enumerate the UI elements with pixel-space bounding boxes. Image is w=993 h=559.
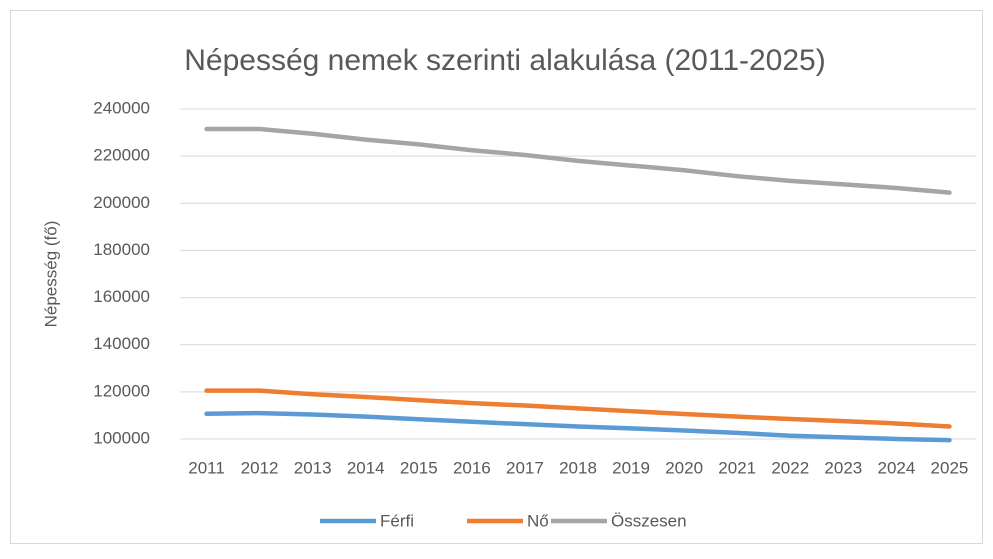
legend-label: Összesen (611, 511, 687, 530)
series-line (204, 126, 952, 195)
y-tick-label: 120000 (93, 381, 150, 400)
x-tick-label: 2021 (718, 458, 756, 477)
x-tick-label: 2022 (771, 458, 809, 477)
series-line (204, 410, 952, 443)
x-tick-label: 2020 (665, 458, 703, 477)
chart-title: Népesség nemek szerinti alakulása (2011-… (184, 44, 825, 77)
y-axis-label: Népesség (fő) (41, 221, 60, 328)
legend-label: Nő (527, 511, 549, 530)
legend-label: Férfi (380, 511, 414, 530)
y-tick-label: 220000 (93, 146, 150, 165)
y-tick-label: 140000 (93, 334, 150, 353)
x-tick-label: 2016 (453, 458, 491, 477)
y-tick-label: 100000 (93, 428, 150, 447)
x-tick-label: 2024 (877, 458, 915, 477)
x-tick-label: 2013 (294, 458, 332, 477)
x-tick-label: 2012 (241, 458, 279, 477)
y-tick-label: 180000 (93, 240, 150, 259)
y-tick-label: 160000 (93, 287, 150, 306)
x-tick-label: 2014 (347, 458, 385, 477)
y-tick-label: 200000 (93, 193, 150, 212)
y-tick-label: 240000 (93, 98, 150, 117)
x-tick-label: 2018 (559, 458, 597, 477)
x-tick-label: 2017 (506, 458, 544, 477)
series-line (204, 388, 952, 429)
x-tick-label: 2011 (188, 458, 225, 477)
chart-border (10, 10, 983, 544)
x-tick-label: 2019 (612, 458, 650, 477)
x-tick-label: 2023 (824, 458, 862, 477)
x-tick-label: 2025 (931, 458, 969, 477)
x-tick-label: 2015 (400, 458, 438, 477)
